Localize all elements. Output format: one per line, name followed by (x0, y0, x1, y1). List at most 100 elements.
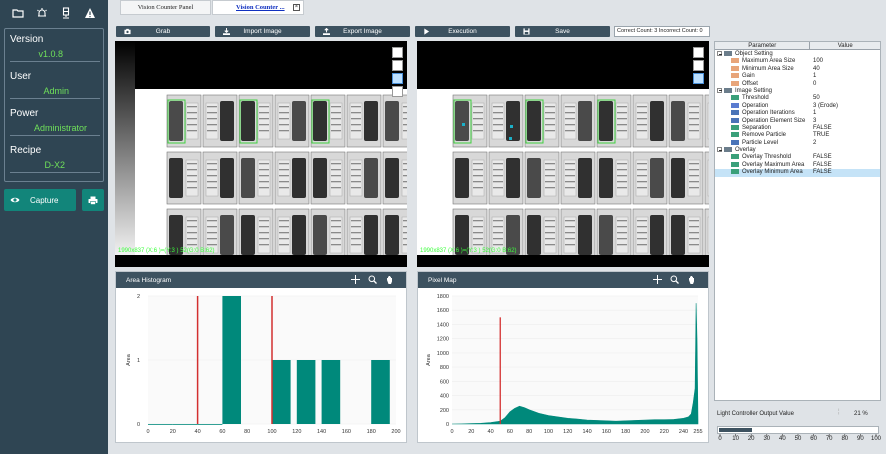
property-row[interactable]: Operation Element Size 3 (715, 117, 880, 125)
label-area (471, 102, 485, 140)
slider-ticks (719, 434, 877, 437)
save-button[interactable]: Save (515, 26, 610, 37)
property-row[interactable]: Overlay Maximum Area FALSE (715, 161, 880, 169)
x-tick-label: 220 (660, 429, 669, 435)
property-rows: Object Setting Maximum Area Size 100 Minimu… (715, 50, 880, 177)
pixel-map-header: Pixel Map (418, 272, 708, 288)
text-line (279, 163, 289, 165)
property-row[interactable]: Operation Iterations 1 (715, 110, 880, 117)
property-row[interactable]: Overlay Threshold FALSE (715, 154, 880, 161)
property-value[interactable]: 40 (813, 65, 820, 72)
label-area (257, 216, 271, 254)
text-line (637, 220, 647, 222)
x-tick-label: 60 (219, 429, 225, 435)
text-line (473, 220, 483, 222)
text-line (637, 187, 647, 189)
property-value[interactable]: 3 (Erode) (813, 102, 839, 109)
property-row[interactable]: Gain 1 (715, 73, 880, 80)
collapse-icon[interactable] (717, 147, 722, 153)
property-row[interactable]: Remove Particle TRUE (715, 132, 880, 139)
text-line (351, 226, 361, 228)
text-line (637, 181, 647, 183)
text-line (545, 130, 555, 132)
original-image-view[interactable]: 1990x837 (X:6 )=(Y:3 ) 52(G:0 B:62) (115, 41, 407, 267)
property-row[interactable]: Minimum Area Size 40 (715, 65, 880, 73)
close-icon[interactable]: × (293, 4, 300, 11)
property-row[interactable]: Offset 0 (715, 80, 880, 88)
text-line (259, 175, 269, 177)
warning-icon[interactable] (84, 7, 96, 19)
property-value[interactable]: 50 (813, 95, 820, 102)
folder-icon[interactable] (12, 7, 24, 19)
property-row[interactable]: Overlay Minimum Area FALSE (715, 169, 880, 177)
processed-image-view[interactable]: 1990x837 (X:6 )=(Y:3 ) 52(G:0 B:62) (417, 41, 709, 267)
collapse-icon[interactable] (717, 87, 722, 93)
y-tick-label: 0 (446, 422, 449, 428)
property-value[interactable]: FALSE (813, 124, 832, 131)
label-area (205, 159, 219, 197)
pointer-icon[interactable] (392, 60, 403, 71)
collapse-icon[interactable] (717, 51, 722, 56)
text-line (187, 112, 197, 114)
property-value[interactable]: FALSE (813, 161, 832, 168)
pan-hand-icon[interactable] (385, 275, 394, 284)
pan-hand-icon[interactable] (687, 275, 696, 284)
property-row[interactable]: Maximum Area Size 100 (715, 58, 880, 65)
pixel-map-chart[interactable]: 0 200 400 600 800 1000 1200 1400 1600 1800 0 20 40 60… (418, 288, 708, 442)
text-line (473, 244, 483, 246)
execution-button[interactable]: Execution (415, 26, 510, 37)
import-image-button[interactable]: Import Image (215, 26, 310, 37)
property-value[interactable]: 3 (813, 117, 817, 124)
property-row[interactable]: Operation 3 (Erode) (715, 102, 880, 110)
zoom-icon[interactable] (392, 47, 403, 58)
zoom-icon[interactable] (670, 275, 679, 284)
zoom-icon[interactable] (368, 275, 377, 284)
zoom-icon[interactable] (693, 47, 704, 58)
light-controller-slider[interactable] (717, 426, 879, 434)
pointer-icon[interactable] (693, 60, 704, 71)
tower-light-icon[interactable] (60, 7, 72, 19)
text-line (493, 112, 503, 114)
chip (241, 101, 255, 141)
x-tick-label: 240 (679, 429, 688, 435)
property-value[interactable]: TRUE (813, 132, 830, 139)
property-row[interactable]: Particle Level 2 (715, 139, 880, 147)
alarm-icon[interactable] (36, 7, 48, 19)
chip (650, 215, 664, 255)
capture-button[interactable]: Capture (4, 189, 76, 211)
text-line (403, 244, 407, 246)
chip (220, 158, 234, 198)
pan-hand-icon[interactable] (693, 73, 704, 84)
property-value[interactable]: FALSE (813, 169, 832, 176)
property-value[interactable]: 1 (813, 73, 817, 80)
chip (364, 101, 378, 141)
text-line (493, 244, 503, 246)
property-row[interactable]: Image Setting (715, 87, 880, 95)
print-button[interactable] (82, 189, 104, 211)
property-value[interactable]: 1 (813, 110, 817, 117)
property-row[interactable]: Object Setting (715, 51, 880, 58)
tab-vision-counter[interactable]: Vision Counter ... × (212, 0, 304, 15)
pan-hand-icon[interactable] (392, 73, 403, 84)
chip (506, 101, 520, 141)
property-row[interactable]: Threshold 50 (715, 95, 880, 102)
property-value[interactable]: FALSE (813, 154, 832, 161)
crosshair-icon[interactable] (653, 275, 662, 284)
label-area (543, 159, 557, 197)
text-line (207, 124, 217, 126)
rectangle-select-icon[interactable] (392, 86, 403, 97)
property-value[interactable]: 100 (813, 58, 824, 65)
text-line (187, 220, 197, 222)
property-row[interactable]: Overlay (715, 147, 880, 154)
light-controller-label: Light Controller Output Value (717, 411, 794, 417)
text-line (259, 181, 269, 183)
crosshair-icon[interactable] (351, 275, 360, 284)
property-row[interactable]: Separation FALSE (715, 124, 880, 132)
grab-button[interactable]: Grab (116, 26, 210, 37)
property-value[interactable]: 2 (813, 139, 817, 146)
property-value[interactable]: 0 (813, 80, 817, 87)
export-image-button[interactable]: Export Image (315, 26, 410, 37)
text-line (473, 181, 483, 183)
tab-vision-counter-panel[interactable]: Vision Counter Panel (120, 0, 211, 15)
